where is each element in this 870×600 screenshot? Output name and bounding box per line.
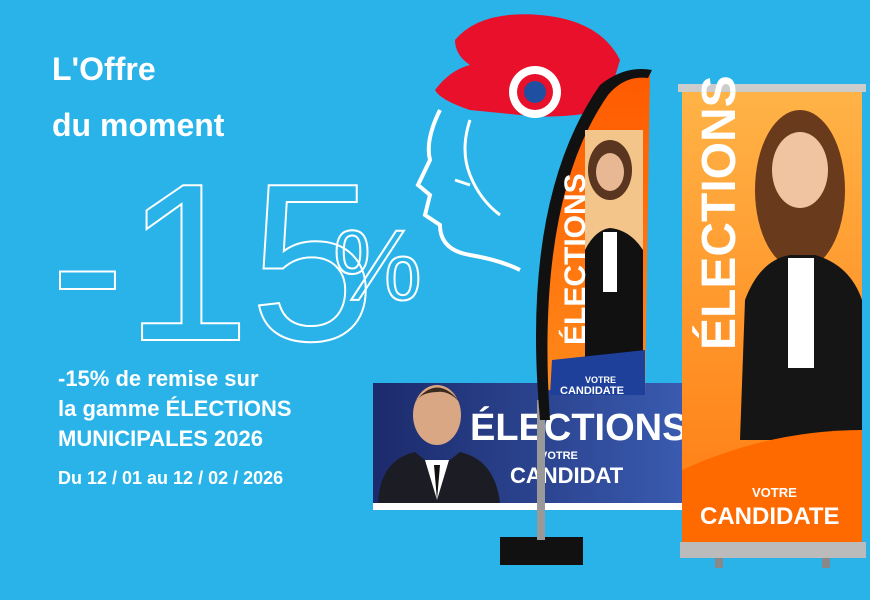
rollup: ÉLECTIONS VOTRE CANDIDATE bbox=[678, 75, 866, 568]
banner-name: CANDIDAT bbox=[510, 463, 624, 488]
description: -15% de remise sur bbox=[58, 366, 259, 391]
flag: ÉLECTIONS VOTRE CANDIDATE bbox=[500, 69, 652, 565]
flag-label: VOTRE bbox=[585, 375, 616, 385]
description: la gamme ÉLECTIONS bbox=[58, 396, 292, 421]
banner-title: ÉLECTIONS bbox=[470, 405, 687, 449]
rollup-name: CANDIDATE bbox=[700, 503, 840, 530]
marianne bbox=[415, 14, 620, 272]
description: MUNICIPALES 2026 bbox=[58, 426, 263, 451]
dates: Du 12 / 01 au 12 / 02 / 2026 bbox=[58, 468, 283, 488]
rollup-label: VOTRE bbox=[752, 485, 797, 500]
discount-amount: -15 bbox=[50, 136, 375, 388]
flag-title: ÉLECTIONS bbox=[558, 173, 592, 345]
banner: ÉLECTIONS VOTRE CANDIDAT bbox=[373, 383, 687, 510]
flag-name: CANDIDATE bbox=[560, 385, 624, 397]
headline: L'Offre bbox=[52, 51, 156, 87]
headline: du moment bbox=[52, 107, 225, 143]
rollup-title: ÉLECTIONS bbox=[692, 75, 746, 350]
discount-unit: % bbox=[333, 210, 422, 322]
banner-label: VOTRE bbox=[540, 450, 578, 462]
